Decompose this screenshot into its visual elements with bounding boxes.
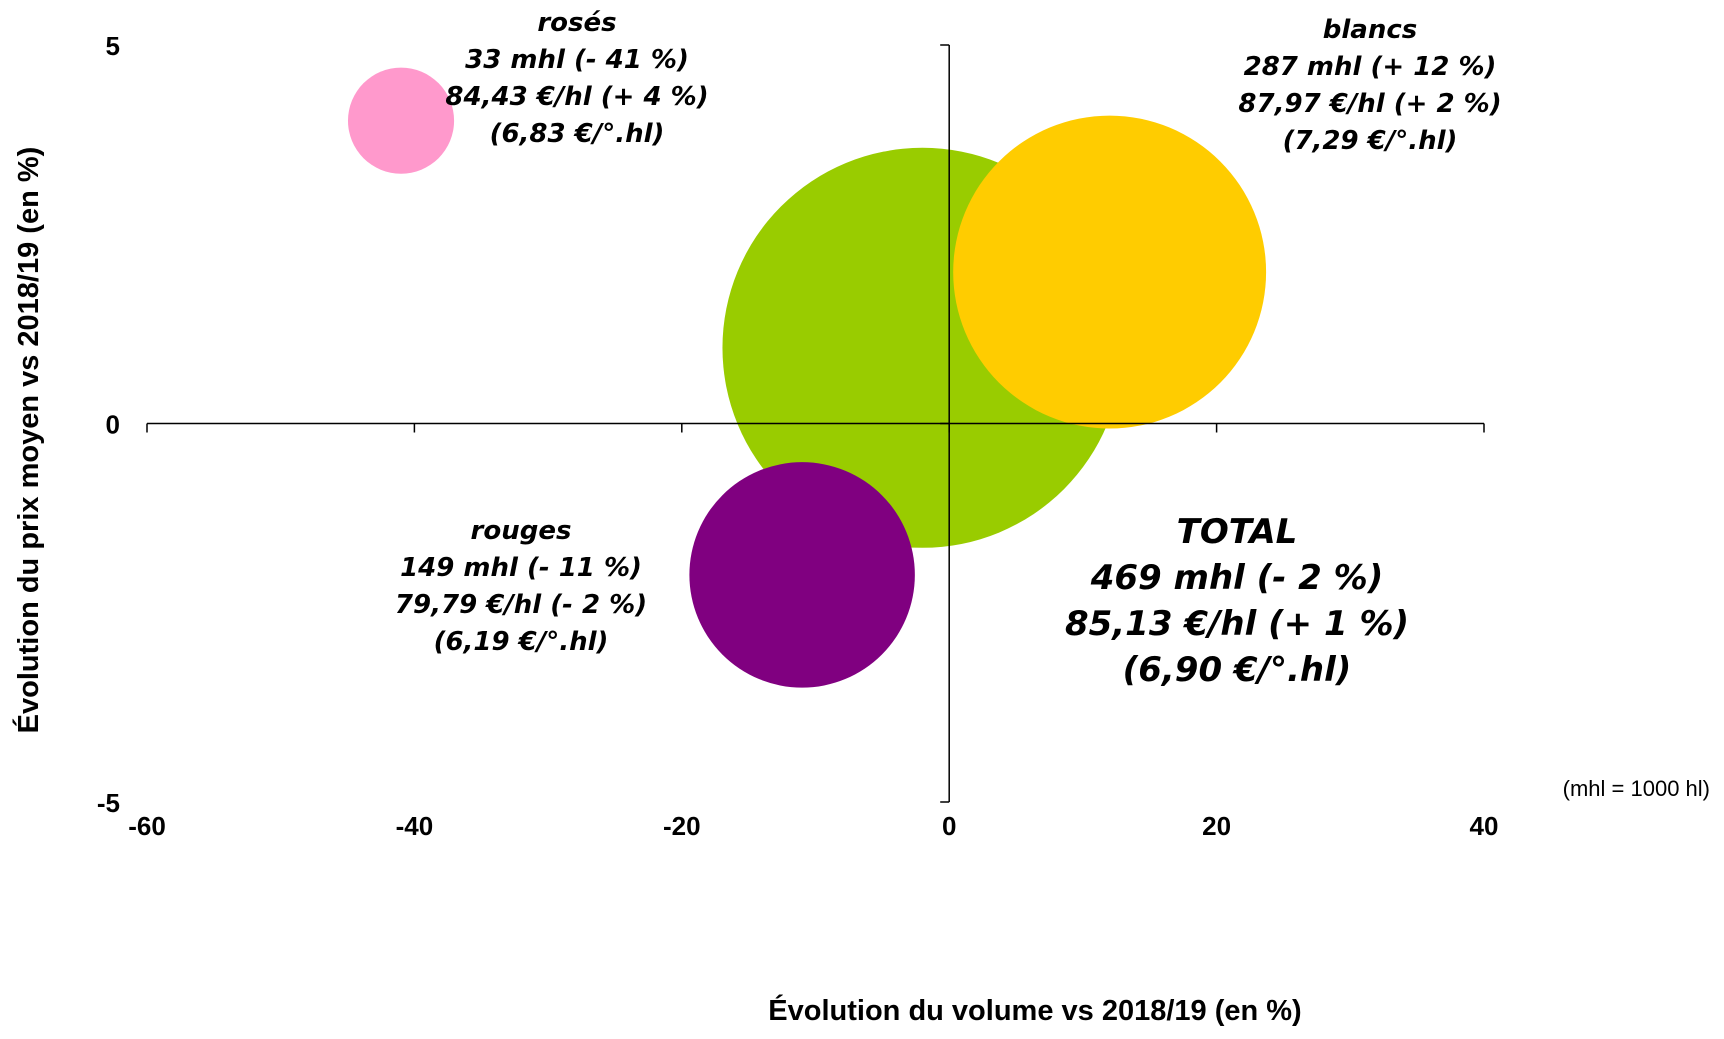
bubble-label-line: 79,79 €/hl (- 2 %) xyxy=(395,590,647,620)
axes xyxy=(146,44,1485,803)
bubble-label-line: 87,97 €/hl (+ 2 %) xyxy=(1238,89,1501,119)
x-tick-marks xyxy=(146,423,1485,433)
bubble-label-line: 84,43 €/hl (+ 4 %) xyxy=(445,82,708,112)
bubble-labels: TOTAL 469 mhl (- 2 %) 85,13 €/hl (+ 1 %) (6… xyxy=(395,8,1502,690)
unit-note: (mhl = 1000 hl) xyxy=(1563,776,1710,801)
bubble-label-blancs: blancs 287 mhl (+ 12 %) 87,97 €/hl (+ 2 %)… xyxy=(1238,15,1501,156)
y-tick-label: 5 xyxy=(106,31,120,61)
bubble-label-ross: rosés 33 mhl (- 41 %) 84,43 €/hl (+ 4 %) (6… xyxy=(445,8,708,149)
bubble-label-line: (6,83 €/°.hl) xyxy=(490,119,665,149)
bubble-label-line: 469 mhl (- 2 %) xyxy=(1090,558,1384,598)
bubble-label-line: 85,13 €/hl (+ 1 %) xyxy=(1065,604,1409,644)
x-tick-label: 40 xyxy=(1470,811,1499,841)
x-tick-label: -40 xyxy=(396,811,434,841)
bubble-label-line: blancs xyxy=(1323,15,1417,45)
bubble-label-line: (7,29 €/°.hl) xyxy=(1283,126,1458,156)
x-tick-label: 0 xyxy=(942,811,956,841)
x-tick-label: 20 xyxy=(1202,811,1231,841)
bubble-label-line: (6,90 €/°.hl) xyxy=(1123,650,1352,690)
y-tick-label: 0 xyxy=(106,410,120,440)
bubble-label-total: TOTAL 469 mhl (- 2 %) 85,13 €/hl (+ 1 %) (6… xyxy=(1065,512,1409,690)
bubble-label-line: 149 mhl (- 11 %) xyxy=(400,553,642,583)
y-axis-title: Évolution du prix moyen vs 2018/19 (en %… xyxy=(11,147,45,734)
y-tick-marks xyxy=(940,44,950,803)
x-tick-label: -20 xyxy=(663,811,701,841)
bubble-label-line: 33 mhl (- 41 %) xyxy=(465,45,689,75)
bubble-ross xyxy=(347,67,455,174)
bubble-label-line: rouges xyxy=(471,516,572,546)
bubble-label-line: TOTAL xyxy=(1177,512,1298,552)
x-tick-label: -60 xyxy=(128,811,166,841)
bubble-label-line: 287 mhl (+ 12 %) xyxy=(1244,52,1497,82)
bubble-label-line: rosés xyxy=(537,8,616,38)
bubble-label-line: (6,19 €/°.hl) xyxy=(434,627,609,657)
bubble-rouges xyxy=(689,462,915,688)
y-tick-labels: -5 0 5 xyxy=(97,31,120,818)
bubble-blancs xyxy=(953,115,1267,429)
bubble-layer xyxy=(347,67,1267,688)
bubble-label-rouges: rouges 149 mhl (- 11 %) 79,79 €/hl (- 2 %)… xyxy=(395,516,647,657)
y-tick-label: -5 xyxy=(97,788,120,818)
x-axis-title: Évolution du volume vs 2018/19 (en %) xyxy=(768,993,1301,1027)
x-tick-labels: -60 -40 -20 0 20 40 xyxy=(128,811,1498,841)
